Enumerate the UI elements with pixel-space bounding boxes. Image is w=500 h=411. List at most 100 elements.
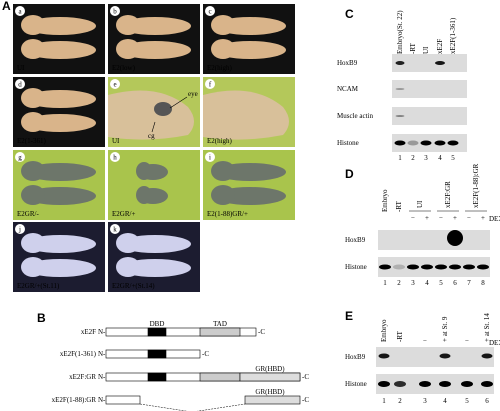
domain-label: GR(HBD) <box>255 388 285 396</box>
dex-sign: − <box>467 214 471 222</box>
lane-number: 7 <box>467 279 471 287</box>
dex-sign: − <box>411 214 415 222</box>
photo <box>13 77 105 147</box>
row-label: Histone <box>337 139 359 147</box>
embryo-head <box>21 233 45 253</box>
dex-sign: + <box>453 214 457 222</box>
lane-number: 1 <box>382 397 386 405</box>
terminus: N- <box>98 328 106 336</box>
embryo-head <box>116 233 140 253</box>
caption: E2GR/+(St.14) <box>112 282 155 290</box>
panel-label: E <box>345 309 353 323</box>
annotation: eye <box>188 90 198 98</box>
caption: UI <box>17 64 25 72</box>
panel-letter-bg <box>110 6 120 16</box>
embryo-head <box>211 15 235 35</box>
gel <box>392 80 467 98</box>
panel-letter-bg <box>110 224 120 234</box>
domain <box>244 395 301 405</box>
panel-letter-bg <box>15 152 25 162</box>
band <box>395 61 405 65</box>
column-header: UI <box>416 200 424 208</box>
band <box>461 381 473 387</box>
band <box>439 381 451 387</box>
photo <box>13 4 105 74</box>
row-label: NCAM <box>337 85 359 93</box>
photo <box>108 222 200 292</box>
caption: E2(high) <box>207 137 233 145</box>
domain <box>199 372 241 382</box>
domain <box>105 327 257 337</box>
terminus: N- <box>98 373 106 381</box>
embryo <box>203 90 289 140</box>
eye <box>154 102 172 116</box>
caption: E2GR/- <box>17 210 39 218</box>
panel-letter-bg <box>110 152 120 162</box>
gel <box>378 230 490 250</box>
pointer <box>151 121 156 133</box>
column-header: xE2F(1-88):GR <box>472 163 480 208</box>
annotation: cg <box>148 132 155 140</box>
column-header: Embryo <box>381 189 389 212</box>
embryo <box>108 90 194 140</box>
embryo-head <box>211 185 235 205</box>
panel-label: B <box>37 311 46 325</box>
band <box>421 264 433 270</box>
panel-letter-bg <box>15 224 25 234</box>
band <box>481 381 493 387</box>
band <box>394 381 406 387</box>
terminus: -C <box>302 373 309 381</box>
panel-letter: g <box>18 154 22 162</box>
column-header: + at St. 9 <box>441 316 449 342</box>
lane-number: 5 <box>439 279 443 287</box>
panel-letter: a <box>18 8 22 16</box>
band <box>378 381 390 387</box>
gel <box>378 257 490 277</box>
lane-number: 1 <box>383 279 387 287</box>
column-header: -RT <box>396 330 404 342</box>
embryo-head <box>211 161 235 181</box>
pointer <box>169 96 188 109</box>
dex-sign: − <box>439 214 443 222</box>
terminus: -C <box>258 328 265 336</box>
lane-number: 2 <box>411 154 415 162</box>
band <box>435 264 447 270</box>
panel-letter: i <box>209 154 211 162</box>
lane-number: 3 <box>424 154 428 162</box>
domain-label: TAD <box>213 320 227 328</box>
terminus: N- <box>98 396 106 404</box>
lane-number: 2 <box>397 279 401 287</box>
band <box>420 140 432 146</box>
embryo-head <box>21 39 45 59</box>
band <box>378 353 390 359</box>
band <box>463 264 475 270</box>
domain-label: GR(HBD) <box>255 365 285 373</box>
embryo-head <box>21 257 45 277</box>
domain <box>105 395 141 405</box>
photo <box>203 4 295 74</box>
dex-sign: + <box>425 214 429 222</box>
dex-sign: − <box>465 337 469 345</box>
gel <box>392 54 467 72</box>
column-header: Embryo <box>380 319 388 342</box>
embryo-head <box>116 15 140 35</box>
band <box>407 140 419 146</box>
lane-number: 6 <box>485 397 489 405</box>
embryo-head <box>21 15 45 35</box>
domain <box>147 327 167 337</box>
caption: E2GR/+(St.11) <box>17 282 60 290</box>
embryo-head <box>21 161 45 181</box>
embryo-head <box>136 186 152 204</box>
panel-letter-bg <box>110 79 120 89</box>
lane-number: 6 <box>453 279 457 287</box>
band <box>394 140 406 146</box>
column-header: -RT <box>395 200 403 212</box>
terminus: -C <box>302 396 309 404</box>
row-label: Muscle actin <box>337 112 373 120</box>
embryo-head <box>116 39 140 59</box>
caption: E2(high) <box>207 64 233 72</box>
photo <box>108 4 200 74</box>
row-label: Histone <box>345 263 367 271</box>
panel-letter: e <box>113 81 116 89</box>
